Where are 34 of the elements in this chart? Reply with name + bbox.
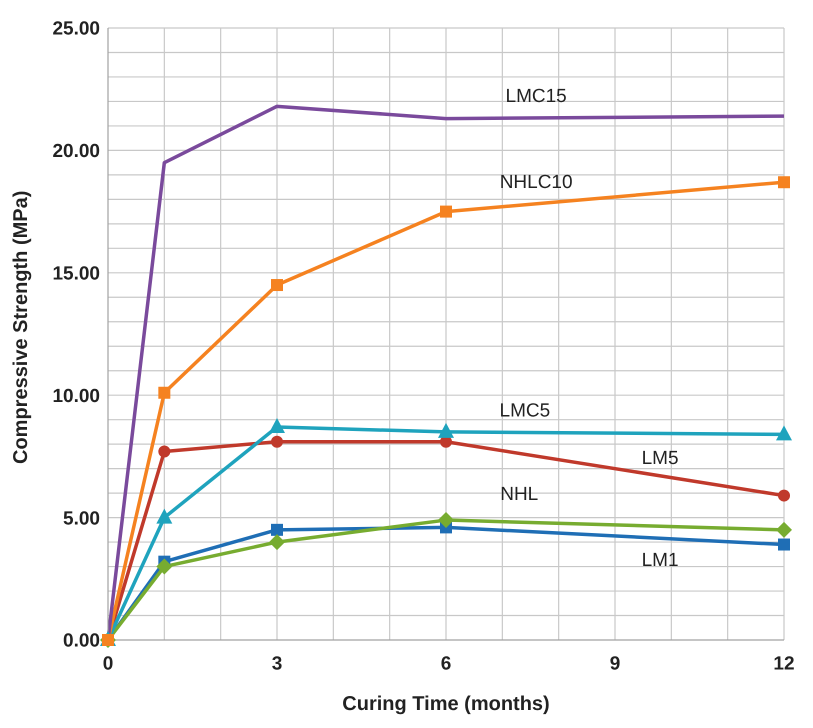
y-tick-label: 5.00: [63, 508, 100, 530]
y-tick-label: 0.00: [63, 630, 100, 652]
point: [271, 279, 283, 292]
y-axis-title: Compressive Strength (MPa): [10, 190, 32, 464]
point: [158, 386, 170, 399]
y-tick-label: 25.00: [52, 18, 100, 40]
series-label: LM5: [642, 448, 679, 469]
x-tick-label: 3: [272, 653, 282, 674]
point: [778, 176, 790, 188]
point: [269, 418, 285, 434]
y-tick-label: 10.00: [52, 386, 100, 407]
point: [156, 558, 172, 575]
series-label: LMC5: [500, 400, 550, 422]
point: [778, 490, 790, 502]
point: [438, 512, 454, 528]
point: [271, 524, 283, 536]
x-tick-label: 9: [610, 653, 620, 674]
series-label: NHL: [500, 484, 538, 506]
x-tick-label: 6: [440, 653, 452, 674]
series-label: LM1: [642, 550, 679, 572]
point: [776, 522, 792, 538]
point: [158, 446, 170, 458]
point: [778, 538, 790, 551]
y-tick-label: 15.00: [52, 264, 100, 285]
point: [271, 436, 283, 448]
point: [156, 508, 172, 524]
series-label: LMC15: [506, 86, 567, 107]
point: [269, 534, 285, 550]
x-tick-label: 0: [102, 653, 114, 674]
series-label: NHLC10: [500, 172, 573, 193]
point: [440, 206, 452, 218]
x-axis-title: Curing Time (months): [342, 693, 550, 715]
x-tick-label: 12: [773, 653, 795, 674]
y-tick-label: 20.00: [52, 141, 100, 162]
